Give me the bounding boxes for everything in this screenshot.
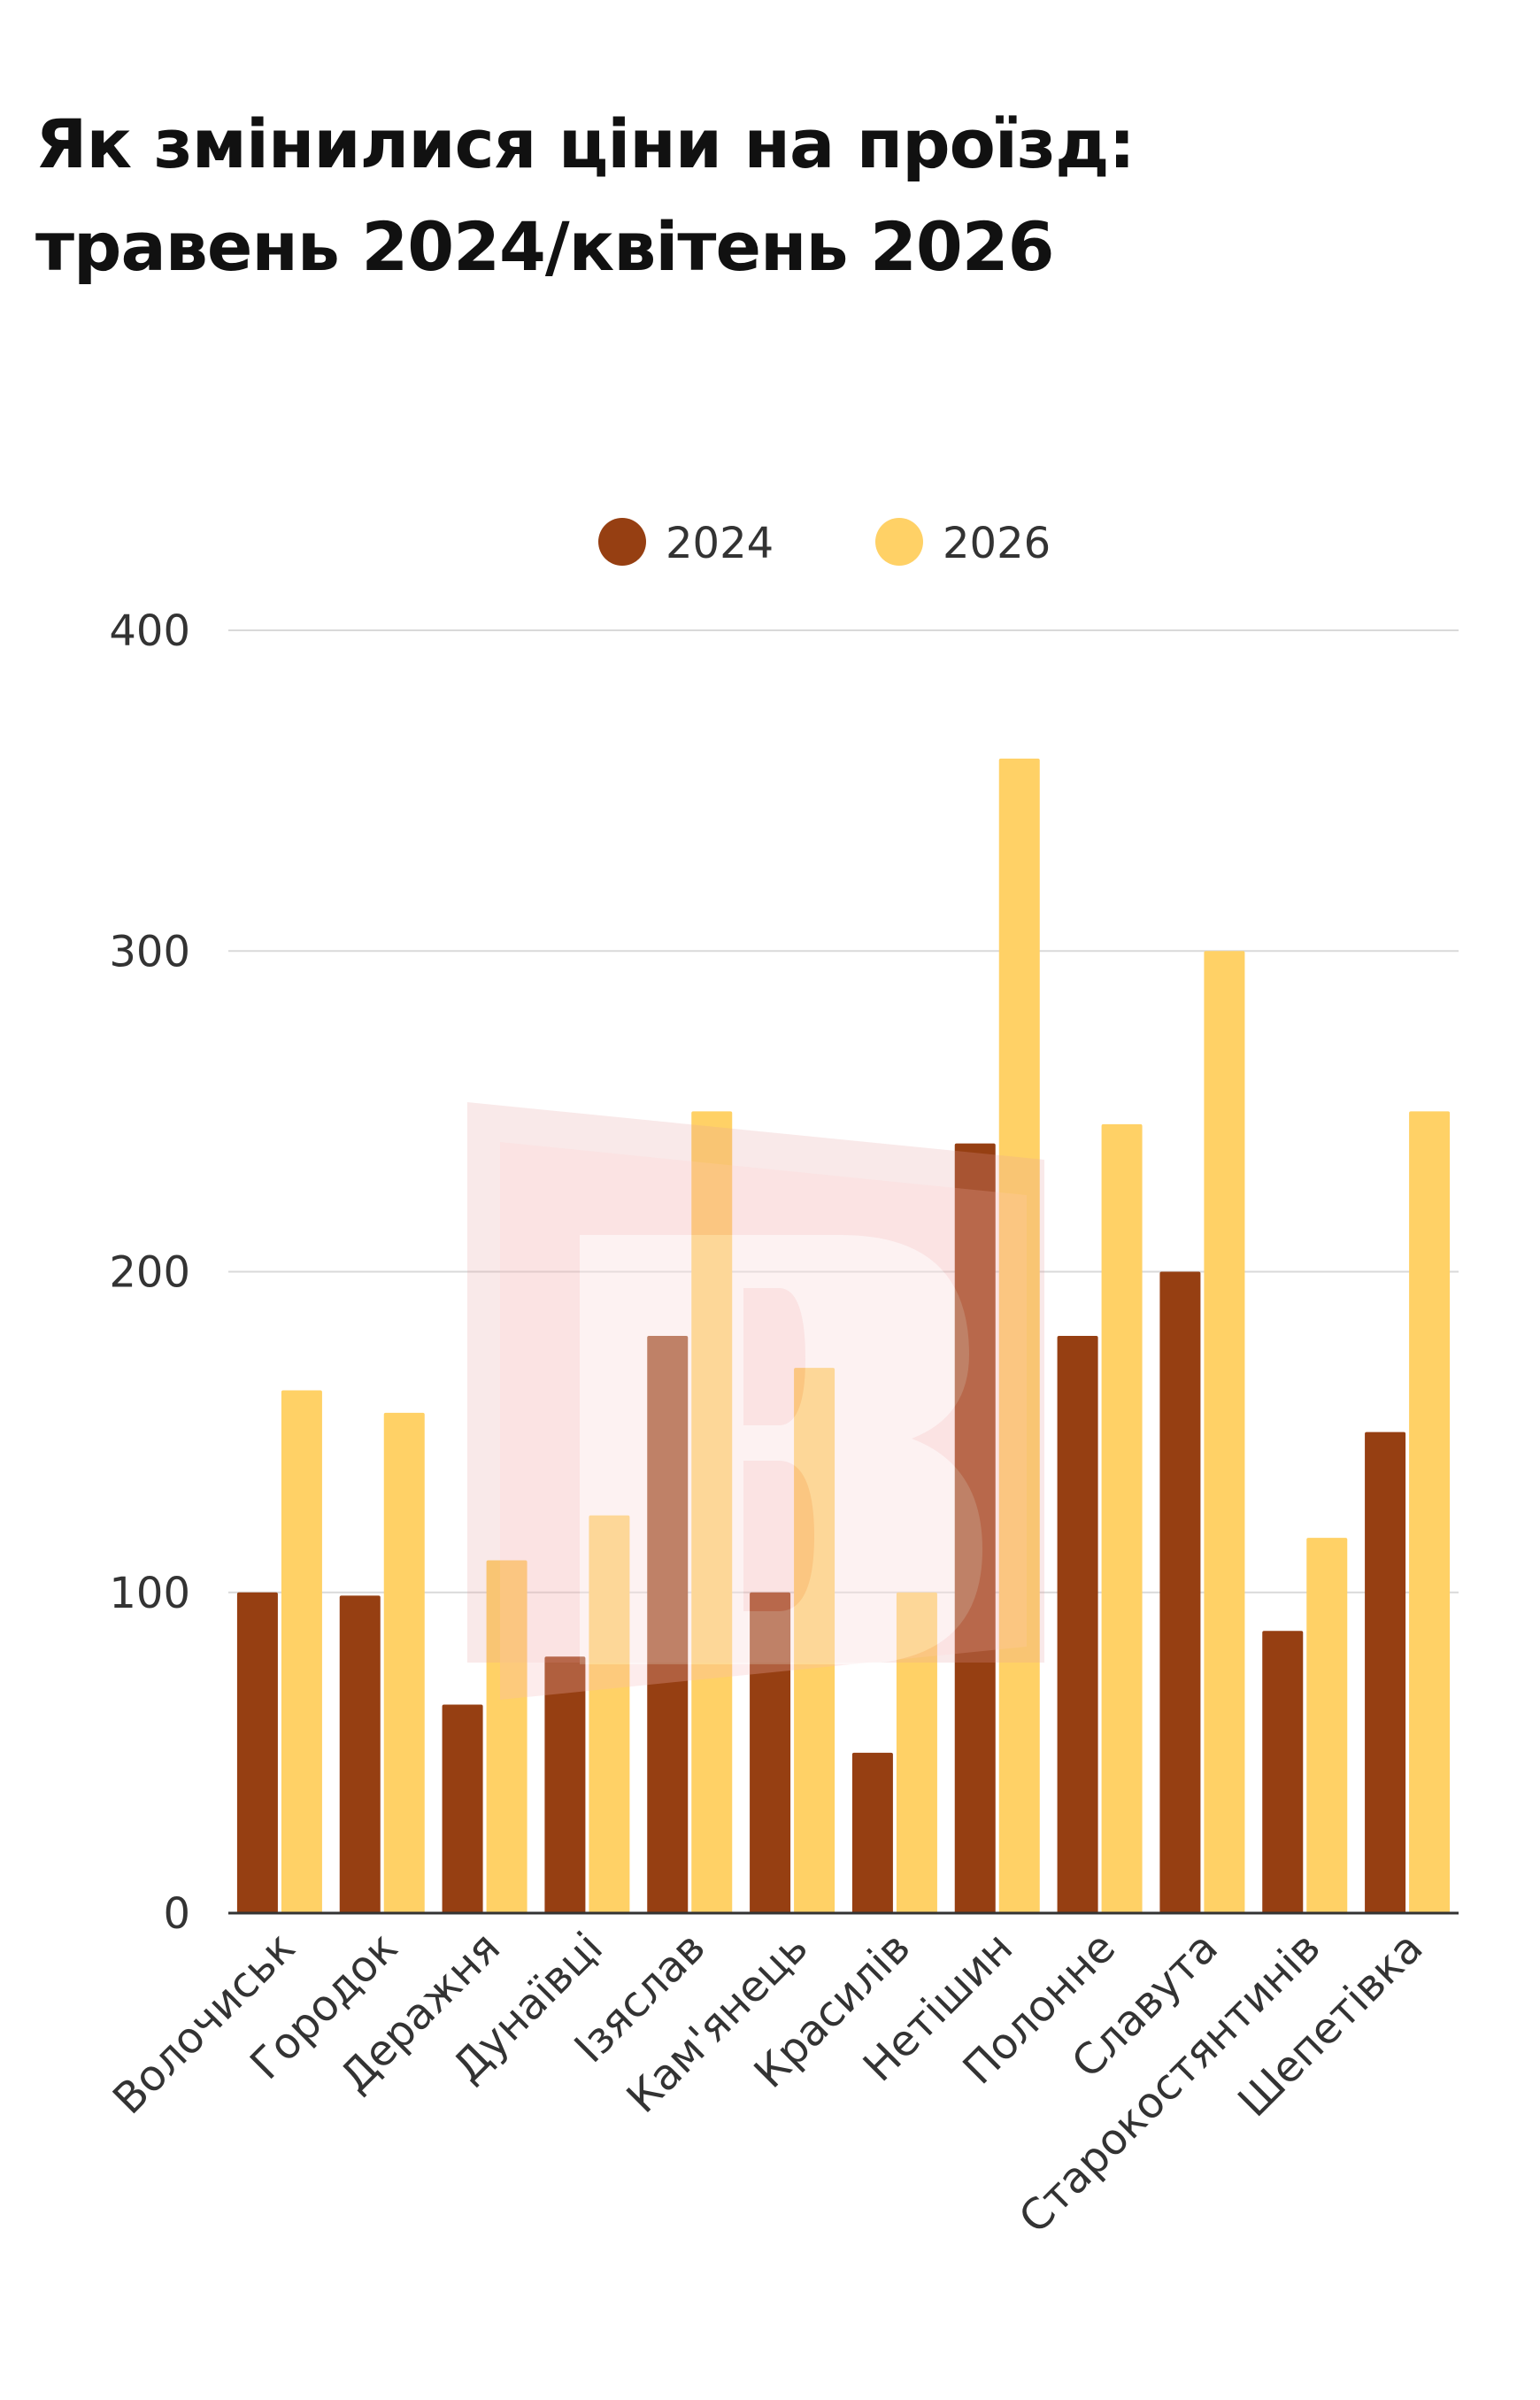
legend-swatch-2024 (598, 518, 646, 566)
y-axis-ticks: 0 100 200 300 400 (109, 606, 190, 1939)
bar-2026-5 (691, 1111, 733, 1913)
bar-2026-12 (1409, 1111, 1451, 1913)
bars (236, 758, 1451, 1913)
bar-2024-2 (339, 1595, 381, 1913)
bar-2024-4 (544, 1656, 586, 1913)
bar-2026-3 (486, 1560, 527, 1913)
legend-label-2024: 2024 (666, 519, 774, 568)
bar-2024-9 (1057, 1335, 1098, 1913)
bar-2024-6 (750, 1592, 791, 1913)
chart-title: Як змінилися ціни на проїзд: травень 202… (35, 93, 1505, 298)
bar-2024-7 (851, 1752, 893, 1913)
letter-v-logo-icon (467, 1102, 1044, 1700)
bar-2026-10 (1204, 951, 1245, 1913)
bar-2026-11 (1306, 1538, 1348, 1913)
bar-2026-9 (1101, 1123, 1143, 1913)
bar-2024-10 (1159, 1271, 1201, 1913)
chart-title-line-2: травень 2024/квітень 2026 (35, 207, 1055, 286)
gridlines (228, 629, 1459, 1594)
bar-2024-12 (1365, 1432, 1406, 1913)
bar-2024-3 (442, 1704, 483, 1913)
bar-2024-11 (1262, 1631, 1304, 1913)
bar-2026-6 (794, 1368, 835, 1913)
bar-2026-2 (383, 1412, 425, 1913)
y-tick-label: 0 (163, 1889, 190, 1939)
y-tick-label: 100 (109, 1569, 190, 1618)
watermark-frame (467, 1102, 1044, 1663)
y-tick-label: 200 (109, 1248, 190, 1298)
chart-title-line-1: Як змінилися ціни на проїзд: (35, 104, 1136, 183)
bar-2024-8 (954, 1143, 996, 1913)
bar-2024-5 (647, 1335, 689, 1913)
legend-label-2026: 2026 (943, 519, 1051, 568)
bar-2026-1 (281, 1390, 322, 1913)
bar-2026-4 (589, 1515, 630, 1913)
legend-swatch-2026 (875, 518, 923, 566)
bar-2024-1 (236, 1592, 278, 1913)
watermark-panel (500, 1142, 1027, 1700)
y-tick-label: 400 (109, 606, 190, 656)
y-tick-label: 300 (109, 927, 190, 976)
bar-2026-8 (998, 758, 1040, 1913)
legend: 2024 2026 (598, 518, 1051, 568)
x-axis-labels: ВолочиськГородокДеражняДунаївціІзяславКа… (104, 1923, 1433, 2243)
watermark-letter (580, 1235, 982, 1664)
bar-2026-7 (896, 1592, 937, 1913)
